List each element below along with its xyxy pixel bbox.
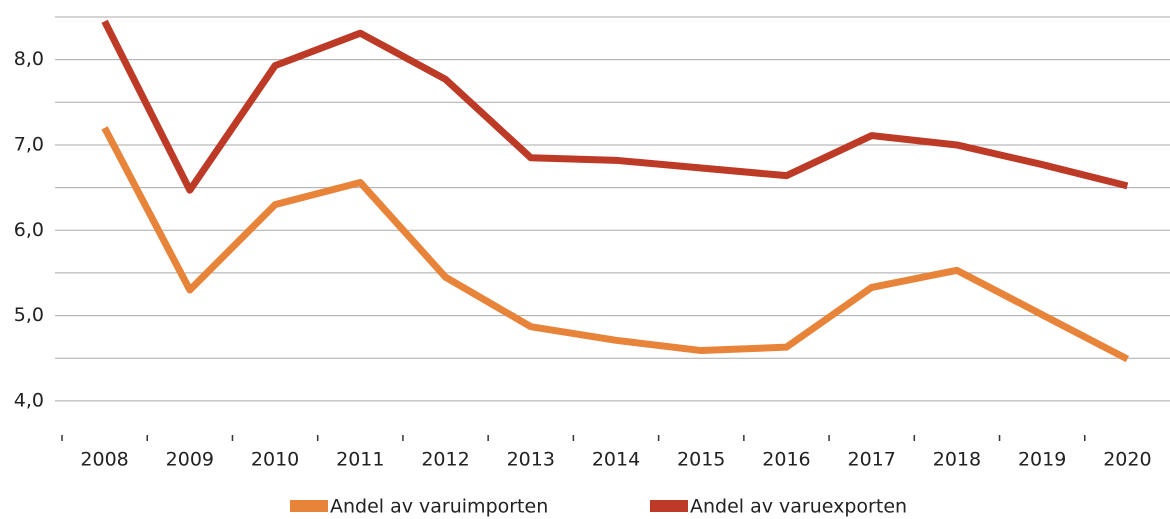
y-tick-label: 4,0 — [14, 389, 44, 411]
legend-label: Andel av varuexporten — [690, 496, 907, 518]
y-tick-label: 5,0 — [14, 304, 44, 326]
x-tick-label: 2019 — [1018, 449, 1066, 471]
x-tick-label: 2015 — [677, 449, 725, 471]
x-tick-label: 2011 — [336, 449, 384, 471]
x-tick-label: 2017 — [848, 449, 896, 471]
series-line — [101, 126, 1129, 363]
x-tick-label: 2013 — [507, 449, 555, 471]
x-tick-label: 2010 — [251, 449, 299, 471]
x-tick-label: 2012 — [421, 449, 469, 471]
legend-swatch — [650, 500, 688, 512]
y-tick-label: 8,0 — [14, 48, 44, 70]
legend-swatch — [290, 500, 328, 512]
x-tick-label: 2009 — [166, 449, 214, 471]
x-tick-label: 2020 — [1103, 449, 1151, 471]
legend-label: Andel av varuimporten — [330, 496, 548, 518]
y-tick-label: 6,0 — [14, 219, 44, 241]
x-tick-label: 2018 — [933, 449, 981, 471]
y-tick-label: 7,0 — [14, 133, 44, 155]
series-line — [101, 19, 1129, 194]
x-tick-label: 2016 — [762, 449, 810, 471]
x-tick-label: 2008 — [80, 449, 128, 471]
x-tick-label: 2014 — [592, 449, 640, 471]
